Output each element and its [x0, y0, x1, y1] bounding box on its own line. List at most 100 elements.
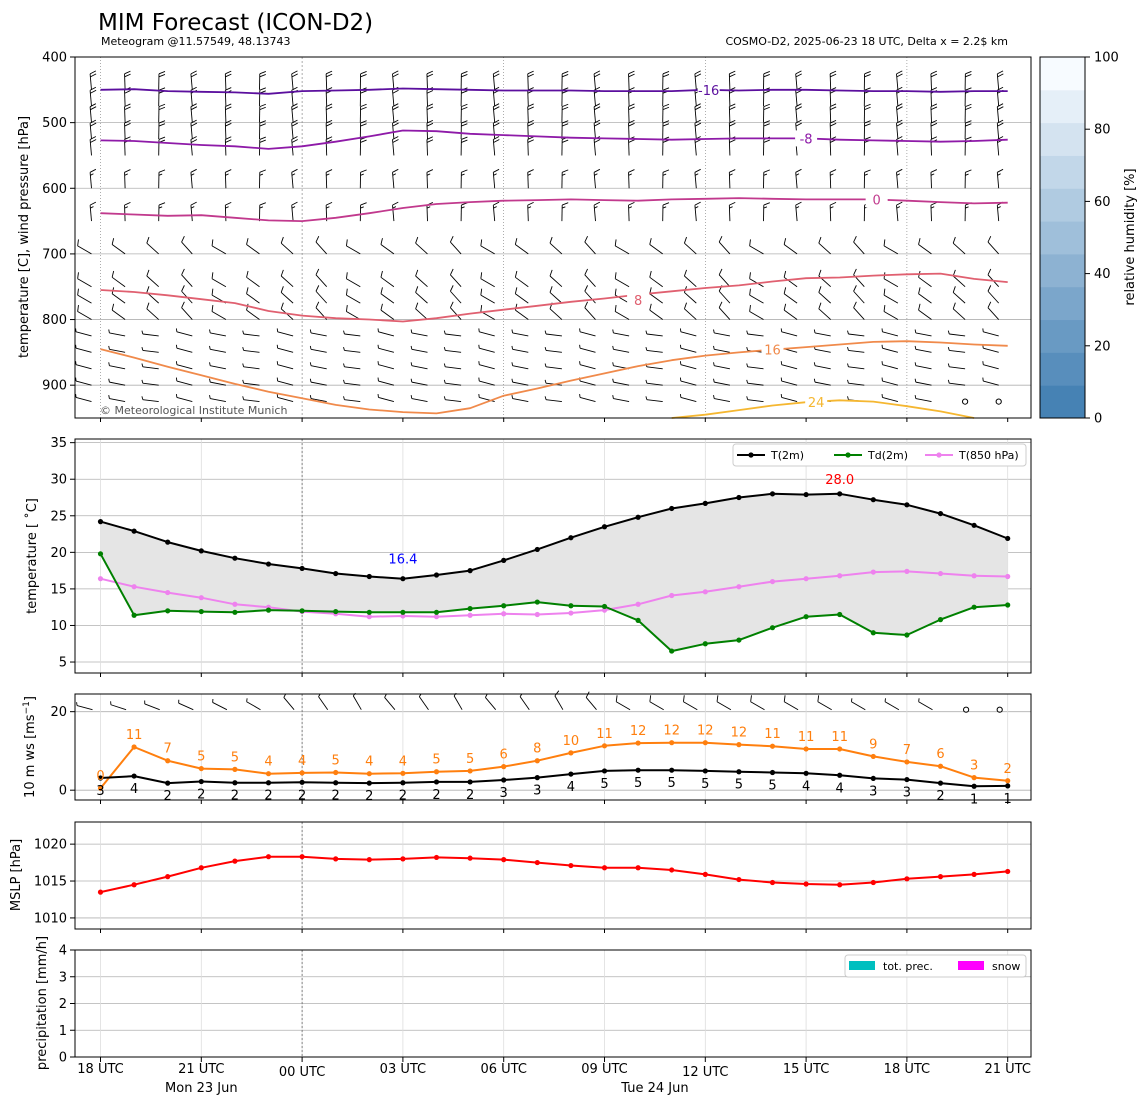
upper-wind-barb [291, 201, 298, 222]
gust-value-label: 7 [164, 742, 172, 757]
upper-wind-barb [683, 236, 697, 255]
t850-point [736, 584, 742, 590]
upper-wind-barb [309, 345, 327, 353]
upper-wind-barb [863, 71, 871, 90]
upper-wind-barb [544, 363, 562, 370]
upper-wind-barb [211, 239, 227, 255]
gust-value-label: 12 [630, 724, 647, 739]
upper-wind-barb [783, 270, 798, 288]
t850-point [366, 614, 372, 620]
surface-wind-barbs [76, 690, 1003, 713]
upper-wind-barb [158, 103, 166, 123]
td2m-point [635, 617, 641, 623]
upper-wind-barb [108, 395, 126, 403]
mean-wind-value-label: 5 [634, 776, 642, 791]
upper-wind-barb [863, 169, 871, 189]
upper-wind-barb [492, 119, 500, 140]
mean-wind-value-label: 4 [802, 779, 810, 794]
upper-wind-barb [449, 268, 462, 288]
temperature-ytick-label: 15 [50, 582, 67, 597]
upper-wind-barb [124, 103, 131, 123]
gust-value-label: 5 [466, 752, 474, 767]
upper-wind-barb [561, 71, 569, 90]
upper-wind-barb [111, 270, 126, 288]
humidity-colorbar: 0 20 40 60 80 100 relative humidity [%] [1039, 51, 1138, 427]
td2m-point [904, 632, 910, 638]
td2m-point [333, 608, 339, 615]
temperature-ytick-label: 5 [59, 656, 67, 671]
td2m-point [165, 608, 171, 614]
upper-wind-barb [930, 70, 938, 90]
upper-wind-barb [863, 120, 871, 140]
upper-wind-barb [280, 269, 294, 288]
upper-wind-barb [544, 330, 562, 337]
mslp-point [534, 859, 540, 866]
t2m-point [433, 572, 440, 578]
gust-value-label: 6 [500, 748, 508, 763]
upper-wind-barb [829, 70, 837, 90]
upper-wind-barb [728, 103, 736, 123]
gust-point [467, 768, 473, 774]
td2m-point [232, 609, 238, 615]
mean-wind-point [333, 780, 339, 786]
upper-wind-barb [158, 136, 166, 156]
upper-wind-barb [952, 269, 966, 288]
mslp-panel-frame [74, 821, 1032, 930]
mslp-point [333, 856, 339, 862]
td2m-point [366, 609, 372, 615]
colorbar-tick-label: 60 [1094, 195, 1111, 210]
t2m-point [366, 573, 372, 580]
mean-wind-point [870, 775, 876, 782]
upper-wind-barb [763, 71, 770, 90]
gust-value-label: 11 [596, 727, 613, 742]
mean-wind-point [904, 776, 910, 783]
upper-wind-barb [246, 270, 260, 288]
upper-wind-barb [108, 329, 126, 337]
isotherm-label-bg [761, 341, 784, 358]
upper-wind-barb [377, 344, 395, 353]
surface-wind-barb [110, 701, 127, 711]
surface-wind-barb [418, 693, 429, 710]
isotherm-label: 8 [634, 294, 642, 309]
colorbar-tick-label: 40 [1094, 267, 1111, 282]
upper-wind-barb [964, 169, 972, 189]
upper-wind-barb [343, 363, 361, 370]
legend-marker [936, 452, 942, 458]
td2m-point [433, 609, 440, 615]
upper-wind-barb [460, 202, 468, 222]
gust-point [937, 763, 944, 769]
upper-wind-barb [962, 398, 969, 405]
upper-wind-barb [718, 301, 731, 320]
wind-ytick-label: 20 [50, 705, 67, 720]
mean-wind-line [100, 769, 1008, 788]
upper-wind-barb [343, 379, 361, 386]
temperature-legend-box [732, 443, 1027, 467]
upper-wind-barb [242, 379, 260, 386]
upper-wind-barb [584, 268, 596, 288]
upper-wind-barb [549, 286, 563, 304]
upper-wind-barb [492, 70, 500, 90]
isotherm-label-bg [805, 394, 828, 411]
upper-wind-barb [280, 302, 294, 320]
t2m-point [870, 497, 876, 503]
legend-entry: T(850 hPa) [958, 449, 1019, 462]
upper-wind-barb [380, 303, 395, 320]
upper-wind-barb [443, 379, 462, 386]
upper-wind-barb [713, 395, 730, 403]
upper-wind-barb [291, 103, 298, 123]
upper-wind-barb [309, 329, 327, 337]
t2m-point [131, 528, 137, 534]
upper-wind-barb [930, 201, 938, 222]
pressure-ytick-label: 900 [42, 379, 67, 394]
upper-wind-barb [259, 169, 266, 189]
gust-value-label: 0 [96, 769, 104, 784]
upper-wind-barb [549, 269, 563, 288]
upper-wind-barb [964, 136, 972, 156]
upper-wind-barb [612, 378, 630, 386]
upper-wind-barb [111, 287, 126, 304]
upper-wind-barb [443, 346, 462, 353]
upper-wind-barb [124, 169, 131, 189]
upper-wind-barb [380, 287, 395, 304]
gust-value-label: 6 [936, 747, 944, 762]
upper-wind-barb [345, 272, 361, 288]
